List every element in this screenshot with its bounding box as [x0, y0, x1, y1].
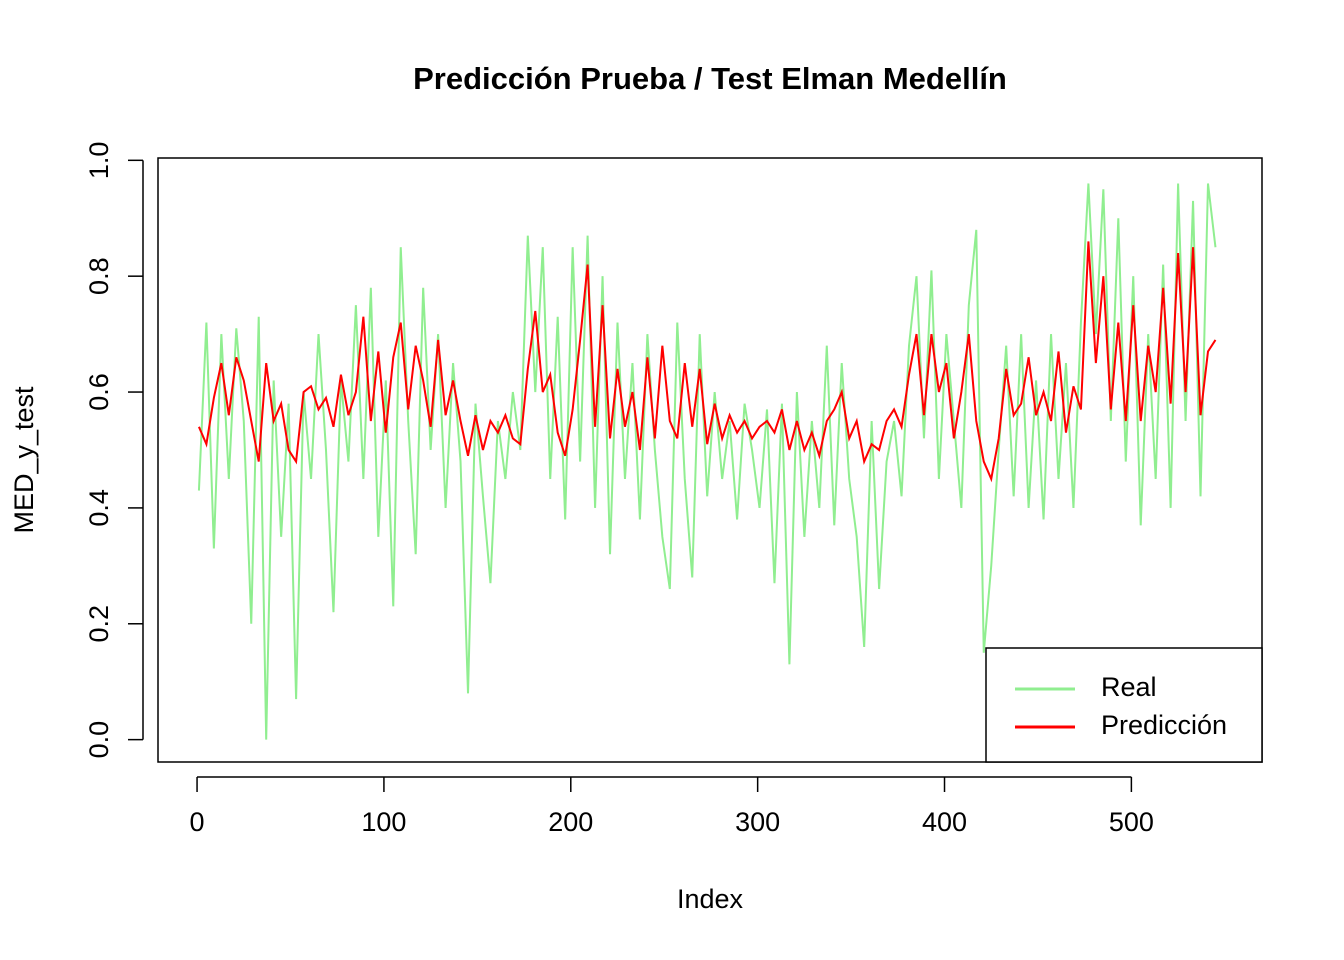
y-tick-label: 1.0 [84, 142, 114, 180]
plot-frame [157, 157, 1263, 763]
y-tick-label: 0.8 [84, 257, 114, 295]
x-tick-label: 200 [548, 807, 593, 837]
y-tick-label: 0.0 [84, 721, 114, 759]
x-tick-label: 500 [1109, 807, 1154, 837]
series-line [198, 241, 1217, 483]
series-line [197, 183, 1217, 740]
chart-title: Predicción Prueba / Test Elman Medellín [413, 61, 1007, 96]
x-tick-label: 400 [922, 807, 967, 837]
x-tick-label: 300 [735, 807, 780, 837]
y-tick-label: 0.2 [84, 605, 114, 643]
y-tick-label: 0.6 [84, 373, 114, 411]
legend-box [985, 647, 1263, 763]
y-tick-label: 0.4 [84, 489, 114, 527]
legend-label: Predicción [1101, 710, 1227, 740]
x-tick-label: 100 [361, 807, 406, 837]
y-axis-label: MED_y_test [9, 386, 39, 534]
legend-label: Real [1101, 672, 1157, 702]
x-tick-label: 0 [190, 807, 205, 837]
x-axis-label: Index [677, 884, 744, 914]
